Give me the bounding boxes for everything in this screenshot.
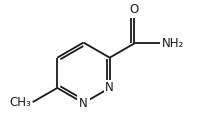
Text: NH₂: NH₂ [161,37,184,50]
Text: N: N [79,97,88,110]
Text: O: O [130,3,139,16]
Text: CH₃: CH₃ [9,96,31,109]
Text: N: N [105,81,114,94]
